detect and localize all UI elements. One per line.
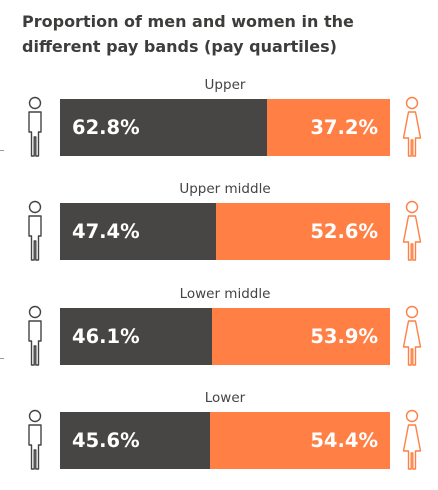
band-label: Lower [204,390,246,406]
female-figure-icon [401,199,423,263]
female-figure-icon [401,95,423,159]
band-label: Upper [204,77,246,93]
female-figure-icon [401,408,423,472]
edge-tick-mark [0,150,4,151]
value-label-men: 62.8% [72,116,140,139]
edge-tick-mark [0,358,4,359]
band-label: Upper middle [179,181,271,197]
bar-segment-men: 47.4% [60,203,217,260]
bar-segment-men: 45.6% [60,412,211,469]
bar-segment-women: 52.6% [216,203,390,260]
stacked-bar: 62.8% 37.2% [60,99,390,156]
value-label-women: 37.2% [310,116,378,139]
male-figure-icon [24,304,46,368]
band-label: Lower middle [179,286,271,302]
male-figure-icon [24,95,46,159]
bar-segment-women: 37.2% [267,99,390,156]
value-label-women: 52.6% [310,220,378,243]
value-label-women: 53.9% [310,325,378,348]
pay-band: Lower 45.6% 54.4% [0,390,438,490]
bar-segment-women: 53.9% [212,308,390,365]
male-figure-icon [24,199,46,263]
female-figure-icon [401,304,423,368]
stacked-bar: 45.6% 54.4% [60,412,390,469]
value-label-men: 47.4% [72,220,140,243]
stacked-bar: 46.1% 53.9% [60,308,390,365]
pay-band: Upper 62.8% 37.2% [0,77,438,177]
value-label-men: 46.1% [72,325,140,348]
chart-title: Proportion of men and women in the diffe… [22,12,354,56]
value-label-men: 45.6% [72,429,140,452]
bar-segment-women: 54.4% [210,412,390,469]
value-label-women: 54.4% [310,429,378,452]
bar-segment-men: 62.8% [60,99,268,156]
bar-segment-men: 46.1% [60,308,213,365]
male-figure-icon [24,408,46,472]
pay-band: Upper middle 47.4% 52.6% [0,181,438,281]
pay-band: Lower middle 46.1% 53.9% [0,286,438,386]
stacked-bar: 47.4% 52.6% [60,203,390,260]
